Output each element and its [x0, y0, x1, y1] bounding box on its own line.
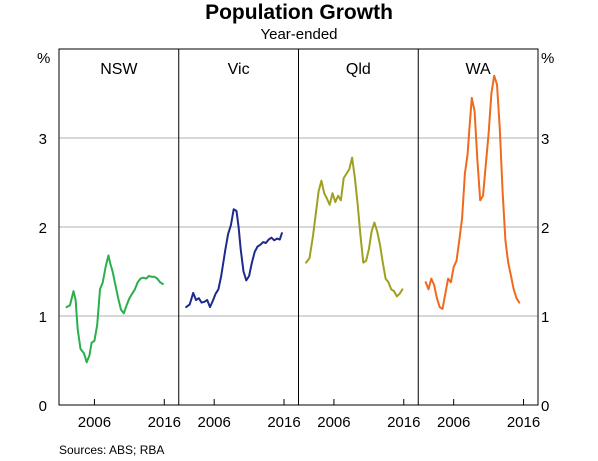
- panel-label-wa: WA: [466, 61, 492, 78]
- series-line-wa: [424, 74, 521, 310]
- y-unit-left: %: [37, 50, 50, 67]
- plot-frame: [58, 48, 539, 406]
- xtick-label-qld-2006: 2006: [317, 414, 350, 431]
- sources-note: Sources: ABS; RBA: [59, 443, 165, 457]
- plot-border: [58, 48, 539, 406]
- xtick-label-vic-2016: 2016: [267, 414, 300, 431]
- ytick-left-1: 1: [39, 309, 47, 326]
- series-line-vic: [185, 208, 283, 309]
- chart-title: Population Growth: [205, 1, 393, 24]
- ytick-right-2: 2: [541, 220, 549, 237]
- xtick-label-qld-2016: 2016: [387, 414, 420, 431]
- ytick-right-0: 0: [541, 398, 549, 415]
- series-lines: [65, 74, 521, 364]
- ytick-left-2: 2: [39, 220, 47, 237]
- xtick-label-nsw-2006: 2006: [78, 414, 111, 431]
- xtick-label-wa-2006: 2006: [437, 414, 470, 431]
- y-unit-right: %: [541, 50, 554, 67]
- series-line-qld: [305, 156, 404, 298]
- series-line-nsw: [65, 254, 164, 364]
- xtick-label-nsw-2016: 2016: [148, 414, 181, 431]
- xtick-label-vic-2006: 2006: [197, 414, 230, 431]
- axis-labels: 0 0 1 1 2 2 3 3% % NSW 2006 2016 Vic 2006 2016 Qld 2006 2…: [37, 50, 554, 431]
- ytick-right-3: 3: [541, 131, 549, 148]
- panel-label-nsw: NSW: [100, 61, 138, 78]
- ytick-left-3: 3: [39, 131, 47, 148]
- ytick-left-0: 0: [39, 398, 47, 415]
- panel-label-vic: Vic: [228, 61, 250, 78]
- chart-subtitle: Year-ended: [260, 26, 338, 43]
- ytick-right-1: 1: [541, 309, 549, 326]
- xtick-label-wa-2016: 2016: [507, 414, 540, 431]
- panel-label-qld: Qld: [346, 61, 371, 78]
